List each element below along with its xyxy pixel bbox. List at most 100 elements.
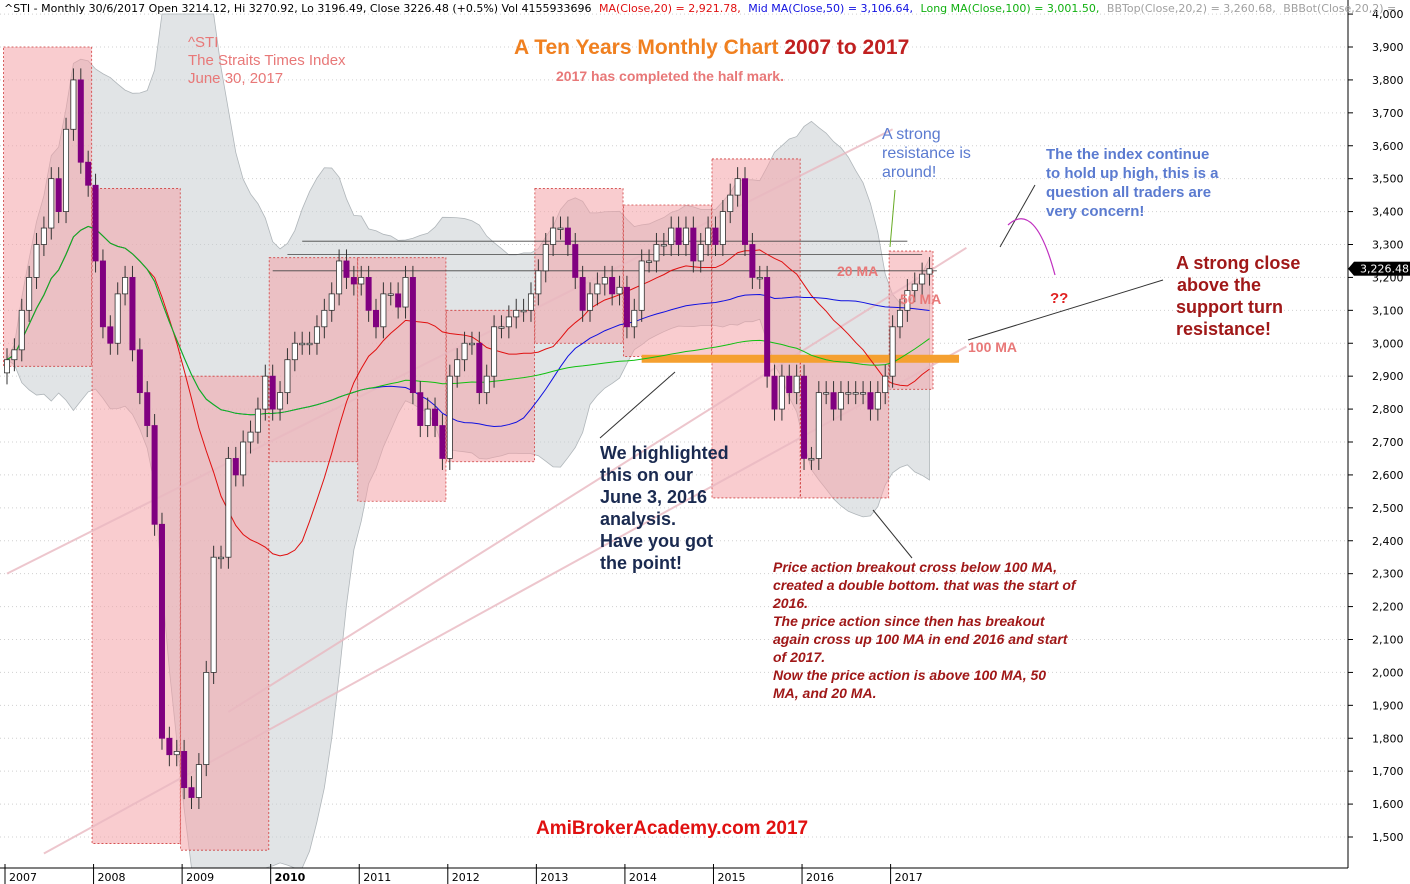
y-tick-label: 1,600 <box>1372 798 1404 811</box>
x-tick-label: 2010 <box>275 871 306 884</box>
y-tick-label: 3,700 <box>1372 107 1404 120</box>
annotation-arrow <box>999 184 1036 248</box>
candle-body <box>269 375 276 410</box>
price-action-line: Now the price action is above 100 MA, 50 <box>773 667 1047 683</box>
y-tick-label: 3,800 <box>1372 74 1404 87</box>
header-bbtop: BBTop(Close,20,2) = 3,260.68, <box>1107 2 1276 15</box>
candle-body <box>896 309 903 328</box>
x-tick-label: 2009 <box>186 871 214 884</box>
candle-body <box>646 260 653 263</box>
candle-body <box>690 227 697 262</box>
candle-body <box>837 392 844 410</box>
strong-close-line: above the <box>1177 275 1262 295</box>
candle-body <box>92 184 99 262</box>
candle-body <box>889 326 896 377</box>
candle-body <box>247 431 254 443</box>
y-tick-label: 3,000 <box>1372 337 1404 350</box>
y-tick-label: 2,800 <box>1372 403 1404 416</box>
header-ma100: Long MA(Close,100) = 3,001.50, <box>921 2 1100 15</box>
candle-body <box>122 277 129 295</box>
candle-body <box>823 392 830 395</box>
candle-body <box>520 309 527 313</box>
candle-body <box>535 270 542 295</box>
price-action-line: created a double bottom. that was the st… <box>773 577 1076 593</box>
candle-body <box>815 392 822 459</box>
candle-body <box>505 316 512 328</box>
candle-body <box>793 375 800 394</box>
candle-body <box>594 283 601 295</box>
support-zone-bar <box>641 354 960 363</box>
strong-resistance-note: A strong resistance is around! <box>882 125 971 182</box>
candle-body <box>719 211 726 245</box>
candle-body <box>277 392 284 410</box>
chart-title-main: A Ten Years Monthly Chart <box>514 36 779 59</box>
strong-res-line: A strong <box>882 126 941 143</box>
x-tick-label: 2008 <box>98 871 126 884</box>
candle-body <box>173 751 180 756</box>
highlight-line: the point! <box>600 553 682 573</box>
ticker-line-2: The Straits Times Index <box>188 52 346 69</box>
candle-body <box>734 178 741 196</box>
candle-body <box>764 277 771 377</box>
candle-body <box>188 787 195 798</box>
candle-body <box>432 408 439 426</box>
candle-body <box>675 227 682 245</box>
candle-body <box>778 375 785 410</box>
candle-body <box>609 277 616 295</box>
year-range-box <box>800 356 890 499</box>
highlight-line: analysis. <box>600 509 677 529</box>
candle-body <box>498 326 505 329</box>
ticker-line-3: June 30, 2017 <box>188 70 284 87</box>
y-tick-label: 2,000 <box>1372 666 1404 679</box>
year-range-box <box>711 158 801 499</box>
header-ma50: Mid MA(Close,50) = 3,106.64, <box>748 2 913 15</box>
candle-body <box>483 375 490 394</box>
header-bbbot: BBBot(Close,20,2) = <box>1283 2 1396 15</box>
candle-body <box>158 523 165 739</box>
candle-body <box>372 309 379 328</box>
candle-body <box>601 277 608 285</box>
candle-body <box>874 392 881 410</box>
candle-body <box>623 286 630 328</box>
candle-body <box>409 277 416 394</box>
index-hold-note: The the index continue to hold up high, … <box>1046 145 1219 221</box>
y-tick-label: 1,700 <box>1372 765 1404 778</box>
x-tick-label: 2013 <box>540 871 568 884</box>
y-tick-label: 2,400 <box>1372 535 1404 548</box>
ma100-label: 100 MA <box>968 339 1018 355</box>
y-tick-label: 2,700 <box>1372 436 1404 449</box>
index-hold-line: question all traders are <box>1046 184 1212 201</box>
question-mark-note: ?? <box>1050 290 1069 307</box>
candle-body <box>365 277 372 311</box>
candle-body <box>299 342 306 346</box>
candle-body <box>4 359 10 374</box>
year-range-box <box>268 257 358 463</box>
last-price-badge <box>1354 261 1410 276</box>
candle-body <box>77 79 84 163</box>
candle-body <box>402 277 409 308</box>
y-tick-label: 4,000 <box>1372 8 1404 21</box>
candle-body <box>668 227 675 245</box>
candle-body <box>210 556 217 673</box>
y-tick-label: 2,600 <box>1372 469 1404 482</box>
y-tick-label: 2,200 <box>1372 601 1404 614</box>
candle-body <box>638 260 645 311</box>
candle-body <box>756 277 763 280</box>
x-tick-label: 2011 <box>363 871 391 884</box>
annotation-arrow <box>889 189 896 248</box>
candle-body <box>350 277 357 285</box>
year-range-box <box>180 375 270 851</box>
candle-body <box>218 556 225 560</box>
candle-body <box>99 260 106 328</box>
candle-body <box>616 286 623 295</box>
candle-body <box>18 309 25 351</box>
ma20-label: 20 MA <box>837 263 879 279</box>
candle-body <box>232 458 239 476</box>
candle-body <box>225 458 232 558</box>
candle-body <box>491 326 498 377</box>
y-tick-label: 3,900 <box>1372 41 1404 54</box>
candle-body <box>70 79 77 130</box>
strong-close-line: A strong close <box>1176 253 1301 273</box>
x-tick-label: 2014 <box>629 871 657 884</box>
candle-body <box>395 293 402 308</box>
